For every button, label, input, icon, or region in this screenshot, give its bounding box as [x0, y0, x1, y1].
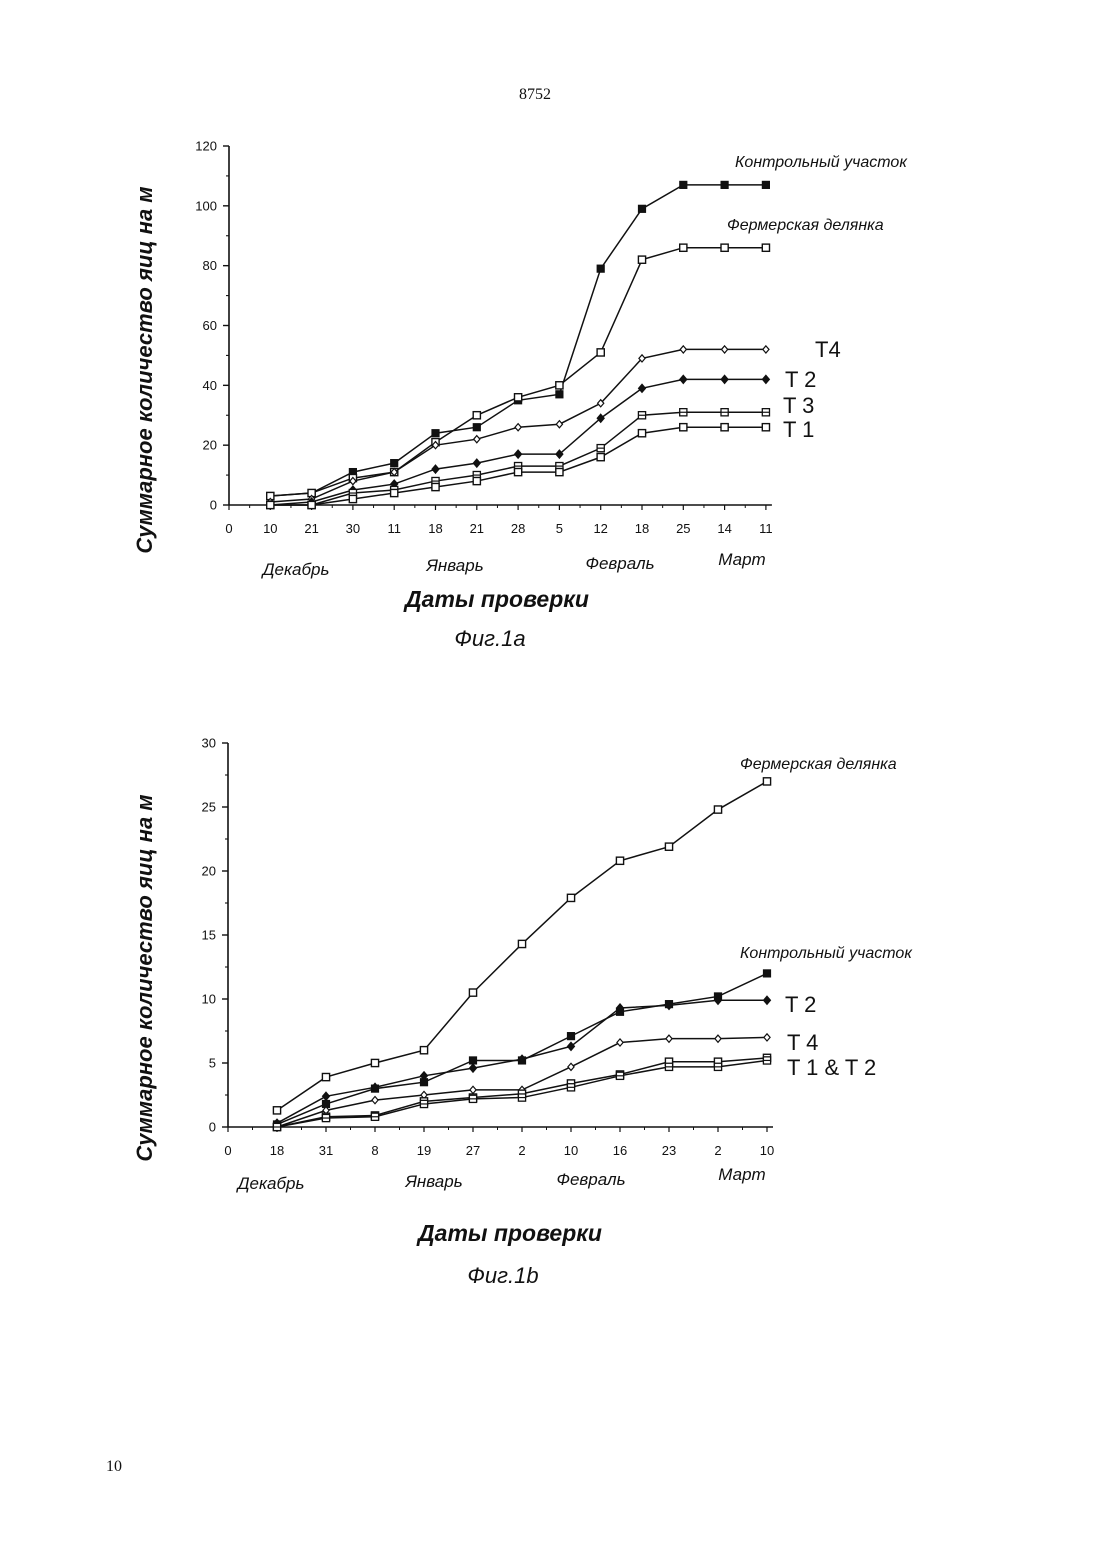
y-tick-label: 5 [209, 1056, 216, 1071]
y-tick-label: 20 [202, 864, 216, 879]
data-point [567, 1084, 574, 1091]
data-point [666, 1035, 672, 1042]
data-point [616, 857, 623, 864]
data-point [764, 1034, 770, 1041]
x-tick-label: 23 [662, 1143, 676, 1158]
month-label: Декабрь [236, 1174, 305, 1193]
x-tick-label: 0 [224, 1143, 231, 1158]
x-tick-label: 18 [270, 1143, 284, 1158]
data-point [518, 1094, 525, 1101]
x-tick-label: 2 [518, 1143, 525, 1158]
footer-page-number: 10 [106, 1458, 122, 1476]
y-tick-label: 15 [202, 928, 216, 943]
data-point [371, 1059, 378, 1066]
data-point [763, 1057, 770, 1064]
month-label: Январь [404, 1172, 462, 1191]
y-tick-label: 30 [202, 736, 216, 751]
x-tick-label: 31 [319, 1143, 333, 1158]
series-name-label: T 2 [785, 992, 816, 1017]
data-point [469, 1095, 476, 1102]
series-line [277, 1037, 767, 1127]
series-name-label: T 1 & T 2 [787, 1055, 876, 1080]
series-6 [273, 1057, 770, 1131]
data-point [567, 894, 574, 901]
data-point [617, 1039, 623, 1046]
data-point [665, 843, 672, 850]
data-point [567, 1033, 574, 1040]
data-point [763, 996, 770, 1004]
x-tick-label: 10 [564, 1143, 578, 1158]
month-label: Март [718, 1165, 765, 1184]
x-tick-label: 16 [613, 1143, 627, 1158]
chart-fig-1b: 0 5 10 15 20 25 30 0 18 31 8 19 27 2 10 16 23 2 10 Декабрь Я… [0, 0, 1100, 1320]
y-tick-label: 25 [202, 800, 216, 815]
data-point [420, 1100, 427, 1107]
data-point [371, 1113, 378, 1120]
data-point [616, 1072, 623, 1079]
data-point [763, 778, 770, 785]
x-tick-label: 10 [760, 1143, 774, 1158]
figure-caption: Фиг.1b [467, 1263, 538, 1288]
data-point [469, 989, 476, 996]
data-point [322, 1073, 329, 1080]
data-point [372, 1097, 378, 1104]
y-axis-title: Суммарное количество яиц на м [132, 794, 157, 1161]
data-point [322, 1092, 329, 1100]
data-point [714, 806, 721, 813]
x-tick-label: 8 [371, 1143, 378, 1158]
data-point [470, 1086, 476, 1093]
x-axis-title: Даты проверки [416, 1220, 602, 1246]
data-point [322, 1114, 329, 1121]
y-tick-label: 10 [202, 992, 216, 1007]
series-name-label: Контрольный участок [740, 945, 913, 962]
data-point [469, 1064, 476, 1072]
data-point [273, 1107, 280, 1114]
data-point [665, 1063, 672, 1070]
series-2 [273, 970, 770, 1128]
series-name-label: T 4 [787, 1030, 818, 1055]
y-tick-label: 0 [209, 1120, 216, 1135]
x-tick-label: 19 [417, 1143, 431, 1158]
series-name-label: Фермерская делянка [740, 756, 897, 773]
data-point [469, 1057, 476, 1064]
data-point [420, 1047, 427, 1054]
data-point [273, 1123, 280, 1130]
data-point [715, 1035, 721, 1042]
month-label: Февраль [556, 1170, 625, 1189]
data-point [568, 1063, 574, 1070]
data-point [567, 1042, 574, 1050]
x-tick-label: 2 [714, 1143, 721, 1158]
data-point [518, 940, 525, 947]
x-tick-label: 27 [466, 1143, 480, 1158]
data-point [763, 970, 770, 977]
data-point [714, 1063, 721, 1070]
